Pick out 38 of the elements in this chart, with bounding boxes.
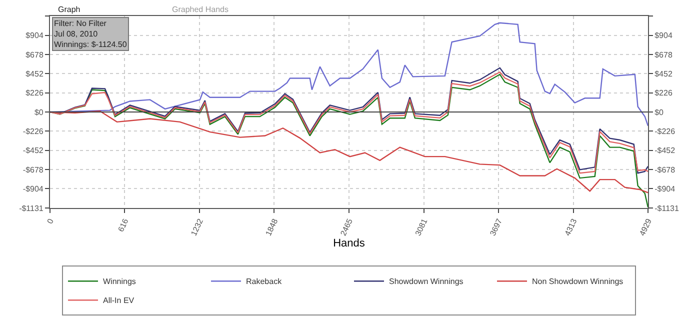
y-tick-label: -$452: [22, 146, 44, 156]
y-tick-label: $0: [34, 108, 44, 117]
y2-tick-label: -$452: [654, 146, 676, 156]
y2-tick-label: $678: [654, 50, 673, 60]
y-tick-label: $226: [26, 88, 44, 98]
y-tick-label: -$1131: [19, 204, 44, 213]
y2-tick-label: $452: [654, 69, 673, 78]
x-tick-label: 4929: [638, 216, 654, 238]
y2-tick-label: $226: [654, 88, 673, 98]
y2-tick-label: $904: [654, 31, 673, 40]
text: Graph: [58, 5, 80, 14]
x-tick-label: 3697: [488, 216, 504, 238]
y-tick-label: $452: [26, 69, 44, 78]
legend-label: All-In EV: [103, 296, 135, 306]
y2-tick-label: -$226: [654, 126, 676, 136]
y-tick-label: $678: [26, 50, 44, 60]
x-tick-label: 1232: [189, 216, 206, 238]
x-tick-label: 4313: [563, 216, 579, 238]
legend-label: Showdown Winnings: [389, 277, 464, 286]
legend-label: Winnings: [103, 277, 136, 286]
x-tick-label: 3081: [414, 216, 430, 238]
y-tick-label: -$678: [22, 165, 44, 174]
annotation: Filter: No Filter Jul 08, 2010 Winnings: $-1124.50: [54, 19, 128, 49]
x-tick-label: 616: [116, 216, 130, 234]
y-tick-label: -$226: [22, 126, 44, 136]
x-axis-title: Hands: [333, 237, 366, 250]
legend-label: Rakeback: [246, 277, 283, 286]
y2-tick-label: -$678: [654, 165, 676, 174]
y2-tick-label: -$1131: [654, 204, 680, 213]
x-tick-label: 0: [45, 216, 56, 226]
text: Graphed Hands: [172, 5, 228, 14]
y2-tick-label: -$904: [654, 184, 676, 194]
y-tick-label: $904: [26, 31, 44, 40]
x-tick-label: 2465: [338, 216, 355, 238]
legend-label: Non Showdown Winnings: [532, 277, 624, 286]
y2-tick-label: $0: [654, 108, 664, 117]
x-tick-label: 1848: [264, 216, 280, 238]
y-tick-label: -$904: [22, 184, 44, 194]
